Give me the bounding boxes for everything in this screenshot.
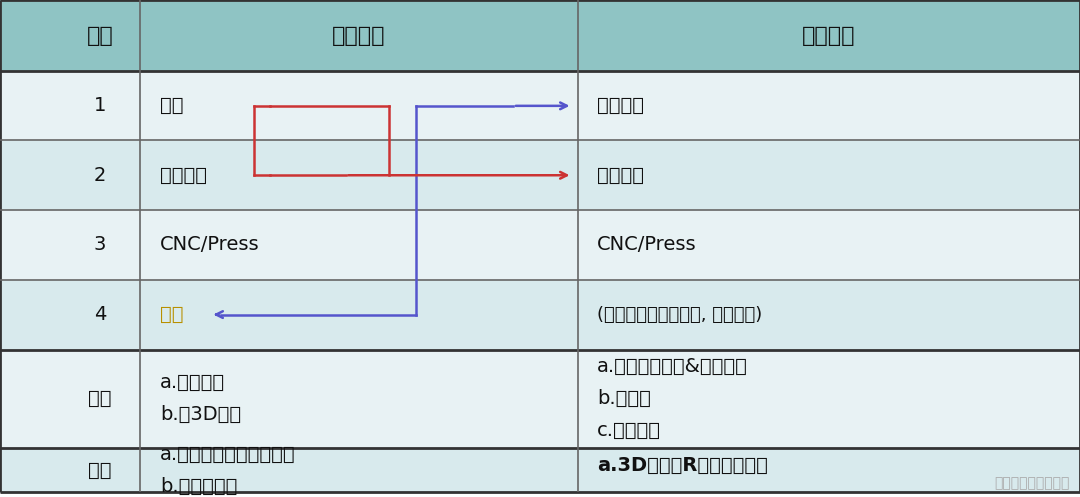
Bar	[0, 448, 1080, 493]
Text: 納米壑印: 納米壑印	[802, 26, 855, 46]
Text: a.成熟製程: a.成熟製程	[160, 373, 225, 392]
Text: 陽極: 陽極	[160, 305, 184, 324]
Bar	[0, 349, 1080, 448]
Text: a.量產外觀紋理&光潤一致: a.量產外觀紋理&光潤一致	[597, 357, 748, 376]
Text: 3: 3	[94, 236, 106, 254]
Text: 2: 2	[94, 166, 106, 185]
Text: 納米壑印: 納米壑印	[597, 166, 645, 185]
Bar	[0, 280, 1080, 349]
Text: 4: 4	[94, 305, 106, 324]
Bar	[0, 72, 1080, 140]
Text: CNC/Press: CNC/Press	[160, 236, 259, 254]
Text: 傳統製程: 傳統製程	[333, 26, 386, 46]
Text: b.良率高: b.良率高	[597, 389, 651, 408]
Text: 1: 1	[94, 96, 106, 115]
Text: (若要求不露底材顏色, 也可陽極): (若要求不露底材顏色, 也可陽極)	[597, 306, 762, 324]
Text: b.工藝不環保: b.工藝不環保	[160, 477, 238, 496]
Text: 遙蔽噴砂: 遙蔽噴砂	[160, 166, 207, 185]
Bar	[0, 140, 1080, 210]
Text: b.可3D造型: b.可3D造型	[160, 405, 241, 424]
Text: 優點: 優點	[89, 389, 111, 408]
Text: c.環保製程: c.環保製程	[597, 421, 661, 440]
Text: 昆山明宝薤納米科技: 昆山明宝薤納米科技	[994, 476, 1069, 490]
Text: 絲印油墨: 絲印油墨	[597, 96, 645, 115]
Text: 程序: 程序	[86, 26, 113, 46]
Text: CNC/Press: CNC/Press	[597, 236, 697, 254]
Text: a.每次加工外觀都有差異: a.每次加工外觀都有差異	[160, 445, 296, 464]
Text: 缺點: 缺點	[89, 461, 111, 480]
Text: a.3D成型有R角與拉伸限制: a.3D成型有R角與拉伸限制	[597, 456, 768, 475]
Bar	[0, 210, 1080, 280]
Text: 拉絲: 拉絲	[160, 96, 184, 115]
Bar	[0, 0, 1080, 72]
